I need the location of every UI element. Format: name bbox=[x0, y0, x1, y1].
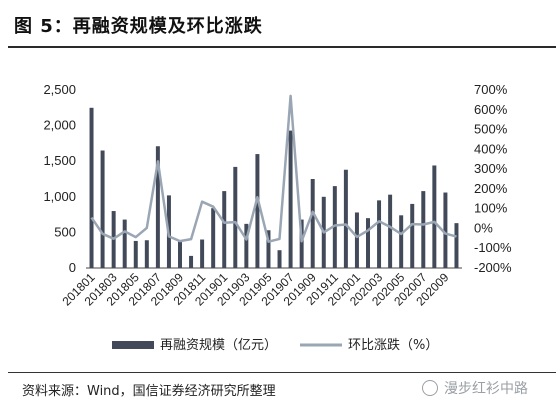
bar-202005 bbox=[399, 215, 404, 268]
chart-svg: 0 500 1,000 1,500 2,000 2,500 -200% -100% 0% 100%… bbox=[43, 82, 512, 353]
bar-202006 bbox=[410, 203, 415, 268]
bar-201812 bbox=[211, 208, 216, 268]
bar-202004 bbox=[388, 194, 393, 268]
y-right-tick: 200% bbox=[474, 181, 508, 196]
y-right-tick: 500% bbox=[474, 122, 508, 137]
bar-201903 bbox=[244, 223, 249, 268]
bar-201909 bbox=[310, 179, 315, 268]
bar-201804 bbox=[122, 219, 127, 268]
bar-202001 bbox=[354, 212, 359, 268]
legend-bar-swatch bbox=[112, 341, 154, 349]
tick-labels: 0 500 1,000 1,500 2,000 2,500 -200% -100% 0% 100%… bbox=[43, 82, 512, 308]
bar-201805 bbox=[133, 240, 138, 268]
y-right-tick: -200% bbox=[474, 260, 512, 275]
footer-divider bbox=[8, 372, 556, 373]
bar-201901 bbox=[222, 191, 227, 268]
y-left-tick: 1,000 bbox=[43, 189, 76, 204]
bar-201905 bbox=[266, 230, 271, 268]
bar-202009 bbox=[443, 192, 448, 268]
wechat-icon bbox=[422, 380, 438, 396]
chart-legend: 再融资规模（亿元） 环比涨跌（%） bbox=[112, 337, 438, 353]
bar-201806 bbox=[144, 240, 149, 268]
bar-201911 bbox=[332, 186, 337, 268]
bar-201809 bbox=[178, 241, 182, 268]
figure-title: 图 5：再融资规模及环比涨跌 bbox=[14, 16, 263, 37]
y-right-tick: 400% bbox=[474, 141, 508, 156]
watermark: 漫步红衫中路 bbox=[422, 378, 528, 398]
watermark-text: 漫步红衫中路 bbox=[444, 381, 528, 397]
bar-201902 bbox=[233, 166, 238, 268]
source-note: 资料来源：Wind，国信证券经济研究所整理 bbox=[22, 384, 276, 399]
bar-202008 bbox=[432, 165, 437, 268]
bar-201802 bbox=[100, 150, 105, 268]
bar-201908 bbox=[299, 219, 304, 268]
bar-201807 bbox=[155, 146, 160, 268]
bar-201904 bbox=[255, 154, 260, 268]
y-left-tick: 2,500 bbox=[43, 82, 76, 97]
bar-201907 bbox=[288, 130, 293, 268]
y-left-tick: 2,000 bbox=[43, 118, 76, 133]
bar-201811 bbox=[200, 239, 205, 268]
bar-202002 bbox=[366, 218, 370, 268]
y-left-tick: 1,500 bbox=[43, 153, 76, 168]
bar-202007 bbox=[421, 191, 426, 268]
bar-201810 bbox=[189, 255, 194, 268]
legend-line-label: 环比涨跌（%） bbox=[348, 337, 438, 353]
y-right-tick: 700% bbox=[474, 82, 508, 97]
figure-header: 图 5：再融资规模及环比涨跌 bbox=[0, 0, 560, 46]
bar-201912 bbox=[343, 169, 348, 268]
y-right-tick: 100% bbox=[474, 201, 508, 216]
line-path bbox=[90, 94, 457, 243]
line-series bbox=[90, 94, 457, 243]
y-right-tick: -100% bbox=[474, 240, 512, 255]
y-right-tick: 0% bbox=[474, 220, 493, 235]
y-left-tick: 500 bbox=[54, 224, 76, 239]
bar-series bbox=[89, 107, 459, 268]
legend-bar-label: 再融资规模（亿元） bbox=[160, 338, 277, 353]
y-right-tick: 300% bbox=[474, 161, 508, 176]
title-divider bbox=[8, 46, 556, 48]
y-right-tick: 600% bbox=[474, 102, 508, 117]
bar-201906 bbox=[277, 250, 282, 268]
bar-202003 bbox=[377, 200, 382, 268]
y-left-tick: 0 bbox=[69, 260, 76, 275]
bar-201801 bbox=[89, 107, 94, 268]
bar-202010 bbox=[454, 223, 459, 268]
